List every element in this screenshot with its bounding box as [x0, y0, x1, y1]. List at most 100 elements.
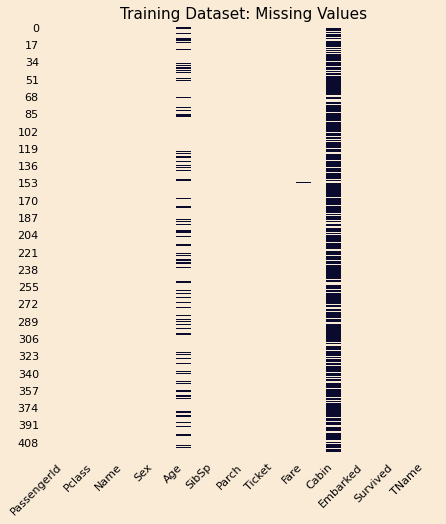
- Bar: [176, 63, 191, 64]
- Bar: [326, 266, 342, 267]
- Bar: [326, 35, 342, 36]
- Bar: [176, 221, 191, 222]
- Bar: [326, 125, 342, 126]
- Bar: [176, 236, 191, 237]
- Bar: [176, 245, 191, 246]
- Bar: [176, 319, 191, 320]
- Bar: [176, 206, 191, 208]
- Bar: [176, 302, 191, 303]
- Bar: [326, 408, 342, 409]
- Bar: [176, 391, 191, 392]
- Bar: [326, 402, 342, 403]
- Bar: [326, 169, 342, 170]
- Bar: [326, 46, 342, 47]
- Bar: [326, 199, 342, 200]
- Bar: [326, 225, 342, 226]
- Bar: [326, 422, 342, 423]
- Bar: [326, 319, 342, 320]
- Bar: [326, 398, 342, 399]
- Bar: [326, 268, 342, 269]
- Bar: [326, 353, 342, 354]
- Bar: [326, 67, 342, 68]
- Bar: [326, 400, 342, 401]
- Bar: [176, 255, 191, 256]
- Bar: [326, 380, 342, 381]
- Bar: [326, 445, 342, 446]
- Bar: [326, 40, 342, 41]
- Bar: [326, 235, 342, 236]
- Bar: [326, 314, 342, 315]
- Bar: [176, 180, 191, 181]
- Bar: [326, 176, 342, 177]
- Bar: [176, 358, 191, 359]
- Bar: [326, 116, 342, 117]
- Bar: [326, 392, 342, 394]
- Bar: [326, 446, 342, 447]
- Bar: [326, 84, 342, 85]
- Bar: [326, 259, 342, 260]
- Bar: [326, 324, 342, 325]
- Bar: [326, 192, 342, 193]
- Bar: [326, 296, 342, 297]
- Bar: [176, 151, 191, 152]
- Bar: [326, 86, 342, 88]
- Bar: [326, 111, 342, 112]
- Bar: [326, 74, 342, 75]
- Bar: [176, 352, 191, 353]
- Bar: [326, 403, 342, 405]
- Bar: [326, 427, 342, 428]
- Bar: [176, 34, 191, 35]
- Bar: [326, 332, 342, 333]
- Bar: [326, 285, 342, 286]
- Bar: [326, 212, 342, 213]
- Bar: [326, 140, 342, 141]
- Bar: [176, 106, 191, 107]
- Bar: [326, 91, 342, 92]
- Bar: [326, 83, 342, 84]
- Bar: [326, 369, 342, 370]
- Bar: [176, 219, 191, 220]
- Bar: [326, 241, 342, 242]
- Bar: [326, 374, 342, 375]
- Bar: [176, 116, 191, 117]
- Bar: [176, 38, 191, 39]
- Bar: [326, 97, 342, 99]
- Bar: [326, 228, 342, 230]
- Bar: [326, 230, 342, 231]
- Bar: [326, 447, 342, 449]
- Bar: [326, 59, 342, 60]
- Bar: [176, 97, 191, 99]
- Bar: [176, 72, 191, 73]
- Bar: [296, 182, 311, 183]
- Bar: [326, 370, 342, 371]
- Bar: [176, 315, 191, 316]
- Bar: [326, 383, 342, 384]
- Bar: [326, 45, 342, 46]
- Bar: [326, 291, 342, 292]
- Bar: [176, 160, 191, 161]
- Bar: [326, 245, 342, 246]
- Bar: [326, 294, 342, 295]
- Bar: [176, 67, 191, 68]
- Bar: [326, 295, 342, 296]
- Bar: [326, 78, 342, 79]
- Bar: [326, 433, 342, 434]
- Bar: [326, 321, 342, 322]
- Bar: [176, 244, 191, 245]
- Bar: [176, 422, 191, 423]
- Bar: [326, 424, 342, 425]
- Bar: [326, 420, 342, 421]
- Bar: [326, 329, 342, 330]
- Bar: [326, 368, 342, 369]
- Bar: [326, 423, 342, 424]
- Bar: [326, 144, 342, 145]
- Bar: [326, 298, 342, 299]
- Bar: [326, 208, 342, 209]
- Bar: [326, 315, 342, 316]
- Bar: [326, 168, 342, 169]
- Bar: [326, 286, 342, 287]
- Bar: [326, 41, 342, 42]
- Bar: [326, 184, 342, 185]
- Bar: [326, 211, 342, 212]
- Bar: [176, 398, 191, 399]
